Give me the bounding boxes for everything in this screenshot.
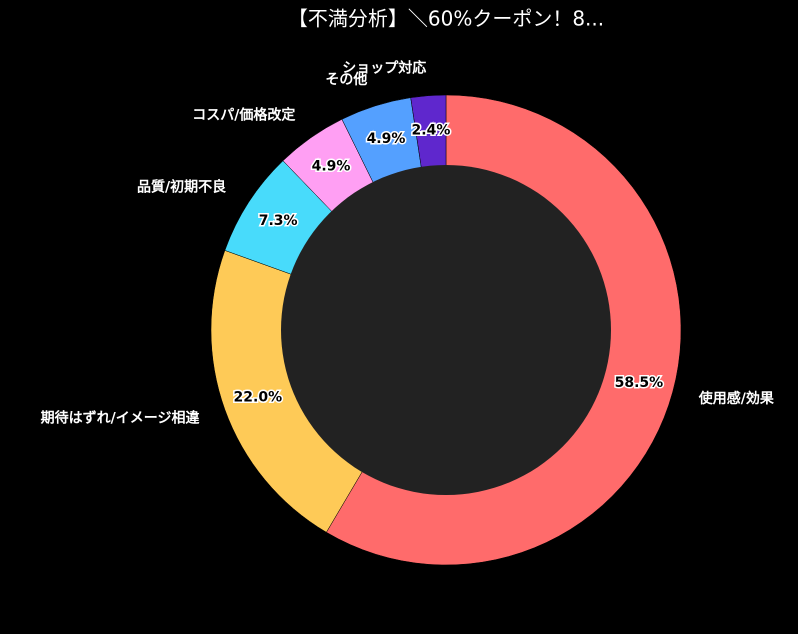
value-label: 7.3% [259, 213, 298, 229]
category-label: その他 [325, 71, 367, 88]
value-label: 4.9% [312, 158, 351, 174]
donut-hole [281, 165, 611, 495]
category-label: 使用感/効果 [698, 390, 775, 407]
value-label: 4.9% [367, 131, 406, 147]
value-label: 2.4% [412, 123, 451, 139]
value-label: 58.5% [615, 375, 664, 391]
category-label: 期待はずれ/イメージ相違 [41, 410, 200, 427]
category-label: コスパ/価格改定 [192, 107, 295, 124]
category-label: ショップ対応 [342, 60, 426, 77]
value-label: 22.0% [234, 390, 283, 406]
category-label: 品質/初期不良 [137, 179, 226, 196]
chart-title: 【不満分析】＼60%クーポン！8... [288, 7, 604, 31]
